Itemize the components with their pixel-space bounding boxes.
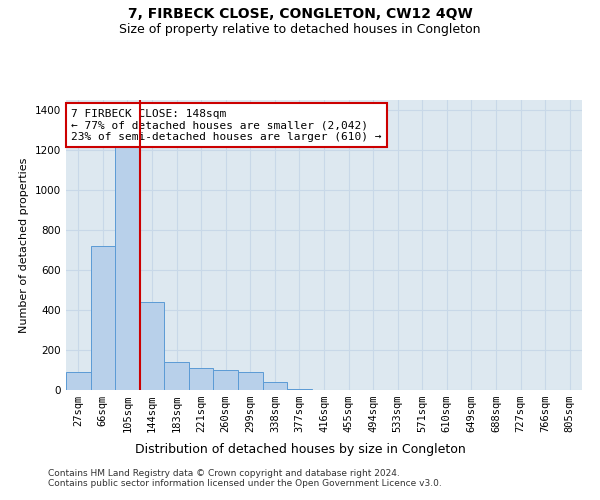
Bar bbox=[66, 372, 91, 390]
Text: 7 FIRBECK CLOSE: 148sqm
← 77% of detached houses are smaller (2,042)
23% of semi: 7 FIRBECK CLOSE: 148sqm ← 77% of detache… bbox=[71, 108, 382, 142]
Bar bbox=[91, 246, 115, 390]
Bar bbox=[140, 302, 164, 390]
Text: Contains public sector information licensed under the Open Government Licence v3: Contains public sector information licen… bbox=[48, 479, 442, 488]
Text: 7, FIRBECK CLOSE, CONGLETON, CW12 4QW: 7, FIRBECK CLOSE, CONGLETON, CW12 4QW bbox=[128, 8, 472, 22]
Bar bbox=[214, 370, 238, 390]
Text: Distribution of detached houses by size in Congleton: Distribution of detached houses by size … bbox=[134, 442, 466, 456]
Bar bbox=[263, 382, 287, 390]
Bar bbox=[189, 368, 214, 390]
Bar bbox=[115, 130, 140, 390]
Y-axis label: Number of detached properties: Number of detached properties bbox=[19, 158, 29, 332]
Text: Contains HM Land Registry data © Crown copyright and database right 2024.: Contains HM Land Registry data © Crown c… bbox=[48, 469, 400, 478]
Bar bbox=[238, 372, 263, 390]
Text: Size of property relative to detached houses in Congleton: Size of property relative to detached ho… bbox=[119, 22, 481, 36]
Bar bbox=[164, 362, 189, 390]
